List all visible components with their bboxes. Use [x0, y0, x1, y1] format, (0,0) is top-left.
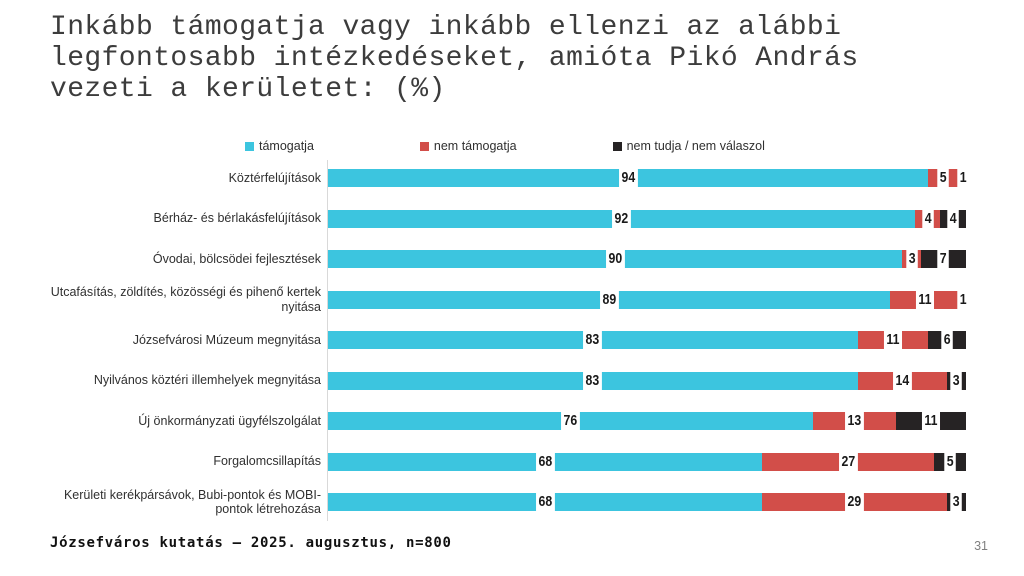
bar-row: Forgalomcsillapítás 68 27 5 — [40, 442, 972, 483]
bar-row: Köztérfelújítások 94 5 1 — [40, 158, 972, 199]
bar-row: Új önkormányzati ügyfélszolgálat 76 13 11 — [40, 401, 972, 442]
bar-segment-dontknow: 1 — [956, 290, 969, 309]
category-label: Kerületi kerékpársávok, Bubi-pontok és M… — [63, 487, 321, 517]
bar-segment-oppose: 11 — [890, 290, 960, 309]
bar-row: Utcafásítás, zöldítés, közösségi és pihe… — [40, 280, 972, 321]
bar-rows: Köztérfelújítások 94 5 1 Bérház- és bérlakás… — [40, 158, 972, 523]
bar-segment-oppose: 3 — [902, 250, 922, 269]
legend-item-dontknow: nem tudja / nem válaszol — [612, 139, 765, 153]
stacked-bar: 76 13 11 — [328, 412, 966, 431]
bar-segment-support: 92 — [328, 209, 915, 228]
bar-segment-dontknow: 4 — [940, 209, 966, 228]
bar-segment-oppose: 11 — [857, 331, 928, 350]
value-label: 83 — [583, 371, 603, 390]
category-label: Bérház- és bérlakásfelújítások — [153, 211, 321, 226]
category-label: Józsefvárosi Múzeum megnyitása — [132, 332, 321, 347]
value-label: 11 — [915, 290, 934, 309]
value-label: 5 — [937, 169, 950, 188]
category-label: Utcafásítás, zöldítés, közösségi és pihe… — [50, 285, 321, 314]
bar-segment-support: 94 — [328, 169, 928, 188]
bar-segment-dontknow: 7 — [921, 250, 966, 269]
bar-segment-dontknow: 5 — [934, 452, 966, 471]
category-label: Új önkormányzati ügyfélszolgálat — [138, 413, 321, 428]
legend-label-support: támogatja — [259, 139, 314, 153]
bar-segment-dontknow: 11 — [895, 412, 966, 431]
value-label: 14 — [892, 371, 912, 390]
value-label: 90 — [605, 250, 625, 269]
value-label: 5 — [944, 452, 956, 471]
value-label: 7 — [937, 250, 950, 269]
stacked-bar: 83 11 6 — [328, 331, 966, 350]
value-label: 11 — [883, 331, 902, 350]
category-label: Forgalomcsillapítás — [213, 454, 321, 469]
value-label: 68 — [535, 452, 555, 471]
stacked-bar: 68 27 5 — [328, 452, 966, 471]
stacked-bar: 83 14 3 — [328, 371, 966, 390]
value-label: 13 — [845, 412, 864, 431]
bar-segment-oppose: 4 — [914, 209, 941, 228]
category-label: Óvodai, bölcsödei fejlesztések — [152, 251, 321, 266]
legend-label-dontknow: nem tudja / nem válaszol — [626, 139, 765, 153]
value-label: 83 — [583, 331, 603, 350]
stacked-bar: 90 3 7 — [328, 250, 966, 269]
value-label: 1 — [956, 290, 969, 309]
legend-item-oppose: nem támogatja — [419, 139, 517, 153]
value-label: 29 — [845, 493, 864, 512]
bar-segment-oppose: 29 — [761, 493, 947, 512]
value-label: 11 — [921, 412, 940, 431]
value-label: 6 — [940, 331, 953, 350]
bar-segment-support: 89 — [328, 290, 891, 309]
stacked-bar-chart: Köztérfelújítások 94 5 1 Bérház- és bérlakás… — [40, 158, 972, 523]
bar-segment-dontknow: 3 — [946, 371, 966, 390]
bar-segment-oppose: 14 — [857, 371, 947, 390]
bar-segment-support: 83 — [328, 371, 858, 390]
source-note: Józsefváros kutatás – 2025. augusztus, n… — [50, 535, 452, 551]
value-label: 4 — [921, 209, 934, 228]
stacked-bar: 92 4 4 — [328, 209, 966, 228]
value-label: 4 — [947, 209, 960, 228]
stacked-bar: 68 29 3 — [328, 493, 966, 512]
value-label: 27 — [838, 452, 858, 471]
legend-swatch-oppose-icon — [419, 141, 429, 151]
chart-title: Inkább támogatja vagy inkább ellenzi az … — [50, 12, 859, 105]
bar-row: Józsefvárosi Múzeum megnyitása 83 11 6 — [40, 320, 972, 361]
bar-row: Nyilvános köztéri illemhelyek megnyitása… — [40, 361, 972, 402]
value-label: 89 — [599, 290, 619, 309]
value-label: 68 — [535, 493, 555, 512]
bar-segment-support: 83 — [328, 331, 858, 350]
bar-segment-dontknow: 3 — [946, 493, 966, 512]
legend-swatch-support-icon — [245, 141, 254, 151]
value-label: 1 — [956, 169, 969, 188]
bar-segment-support: 68 — [328, 493, 762, 512]
value-label: 76 — [561, 412, 580, 431]
bar-segment-support: 76 — [328, 412, 813, 431]
value-label: 3 — [950, 371, 963, 390]
bar-segment-dontknow: 1 — [956, 169, 969, 188]
bar-segment-support: 90 — [328, 250, 903, 269]
legend: támogatja nem támogatja nem tudja / nem … — [245, 139, 765, 153]
bar-row: Kerületi kerékpársávok, Bubi-pontok és M… — [40, 482, 972, 523]
stacked-bar: 89 11 1 — [328, 290, 969, 309]
bar-row: Óvodai, bölcsödei fejlesztések 90 3 7 — [40, 239, 972, 280]
bar-segment-oppose: 5 — [927, 169, 960, 188]
bar-row: Bérház- és bérlakásfelújítások 92 4 4 — [40, 199, 972, 240]
legend-swatch-dontknow-icon — [612, 141, 622, 151]
value-label: 92 — [612, 209, 631, 228]
value-label: 94 — [618, 169, 638, 188]
page-number: 31 — [974, 539, 988, 553]
legend-item-support: támogatja — [245, 139, 314, 153]
stacked-bar: 94 5 1 — [328, 169, 969, 188]
bar-segment-oppose: 13 — [812, 412, 896, 431]
bar-segment-oppose: 27 — [761, 452, 935, 471]
category-label: Köztérfelújítások — [228, 170, 321, 185]
value-label: 3 — [905, 250, 918, 269]
legend-label-oppose: nem támogatja — [433, 139, 517, 153]
bar-segment-support: 68 — [328, 452, 762, 471]
bar-segment-dontknow: 6 — [927, 331, 966, 350]
value-label: 3 — [950, 493, 963, 512]
category-label: Nyilvános köztéri illemhelyek megnyitása — [93, 373, 321, 388]
